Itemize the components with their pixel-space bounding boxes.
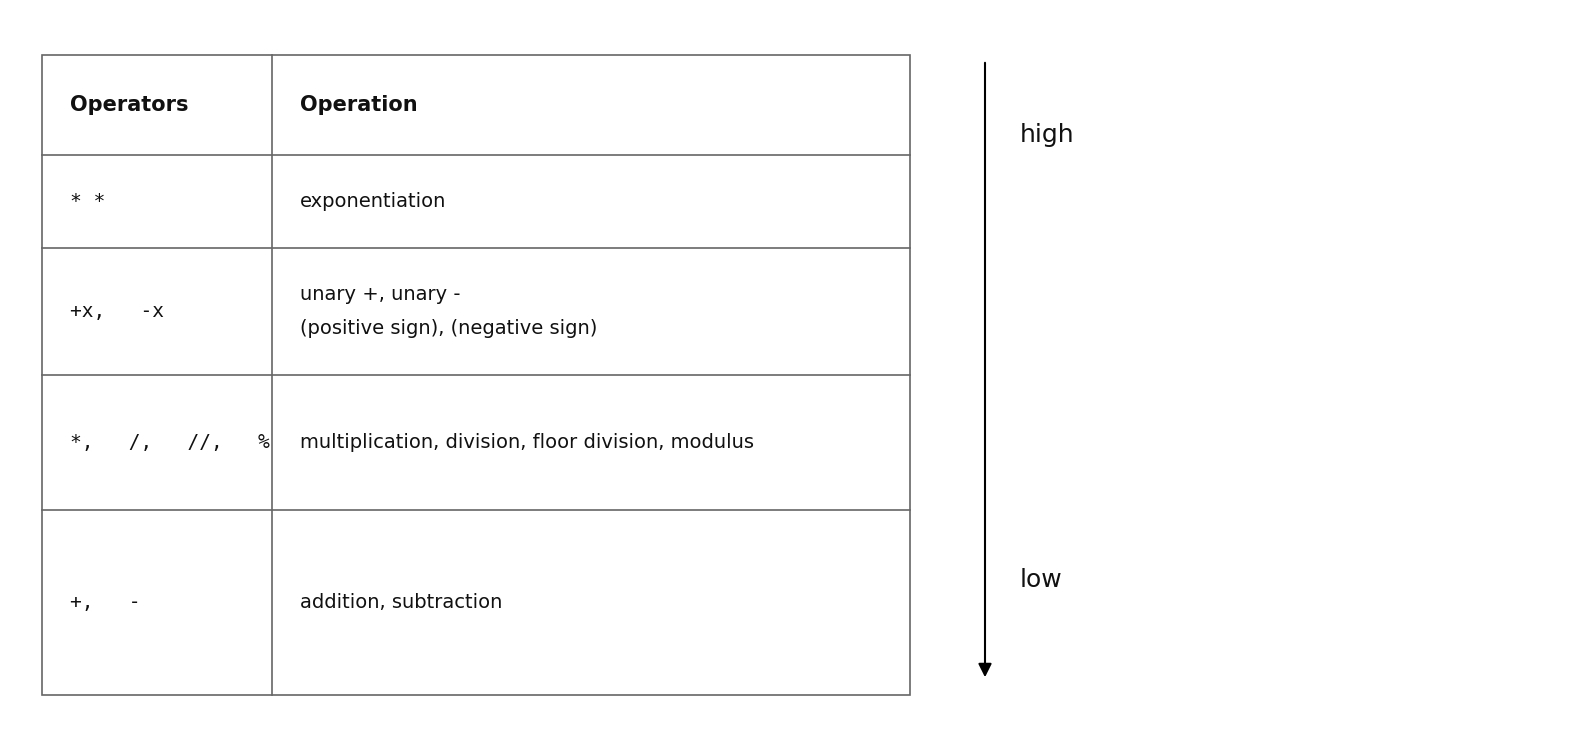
Text: +,   -: +, -: [71, 593, 140, 612]
Text: exponentiation: exponentiation: [300, 192, 446, 211]
Text: (positive sign), (negative sign): (positive sign), (negative sign): [300, 318, 597, 338]
Text: Operation: Operation: [300, 95, 418, 115]
Text: * *: * *: [71, 192, 105, 211]
Text: addition, subtraction: addition, subtraction: [300, 593, 503, 612]
Text: low: low: [1020, 568, 1062, 592]
Text: multiplication, division, floor division, modulus: multiplication, division, floor division…: [300, 433, 754, 452]
Text: *,   /,   //,   %: *, /, //, %: [71, 433, 270, 452]
Text: unary +, unary -: unary +, unary -: [300, 286, 460, 304]
Text: high: high: [1020, 123, 1075, 147]
Text: +x,   -x: +x, -x: [71, 302, 163, 321]
Text: Operators: Operators: [71, 95, 189, 115]
